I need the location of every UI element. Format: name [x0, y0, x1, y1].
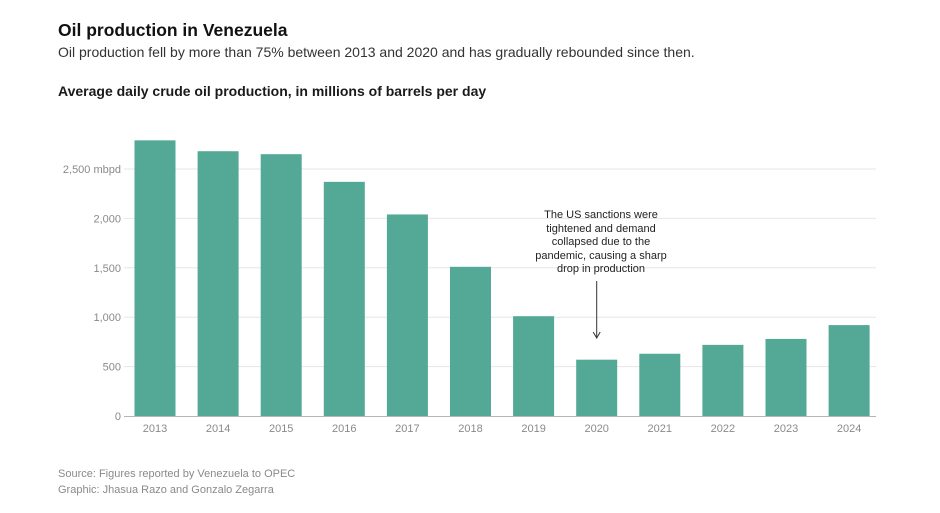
x-tick-label: 2020 [584, 423, 608, 435]
bar-2014 [197, 151, 239, 416]
graphic-credit: Graphic: Jhasua Razo and Gonzalo Zegarra [58, 484, 274, 496]
x-tick-label: 2024 [837, 423, 861, 435]
x-tick-label: 2014 [206, 423, 230, 435]
x-tick-label: 2023 [774, 423, 798, 435]
x-tick-label: 2013 [143, 423, 167, 435]
bar-2015 [260, 154, 302, 416]
bar-2019 [513, 316, 555, 416]
chart-subtitle: Oil production fell by more than 75% bet… [58, 44, 695, 60]
bar-2024 [828, 325, 870, 416]
chart-title: Average daily crude oil production, in m… [58, 83, 487, 99]
bar-2021 [639, 353, 681, 416]
chart-headline: Oil production in Venezuela [58, 20, 288, 40]
x-tick-label: 2019 [521, 423, 545, 435]
y-tick-label: 1,500 [93, 263, 121, 275]
x-tick-label: 2015 [269, 423, 293, 435]
bar-2016 [323, 181, 365, 416]
y-tick-label: 0 [115, 411, 121, 423]
bar-2017 [386, 214, 428, 416]
x-tick-label: 2021 [648, 423, 672, 435]
x-tick-label: 2017 [395, 423, 419, 435]
bar-2023 [765, 338, 807, 416]
source-note: Source: Figures reported by Venezuela to… [58, 468, 296, 480]
x-tick-label: 2022 [711, 423, 735, 435]
x-tick-label: 2016 [332, 423, 356, 435]
y-tick-label: 2,500 mbpd [63, 164, 121, 176]
y-tick-label: 1,000 [93, 312, 121, 324]
x-tick-label: 2018 [458, 423, 482, 435]
bar-2018 [450, 266, 491, 416]
sanctions-annotation: The US sanctions were tightened and dema… [535, 209, 667, 275]
bar-2013 [134, 140, 176, 416]
y-tick-label: 2,000 [93, 213, 121, 225]
bar-2022 [702, 344, 744, 416]
bar-2020 [576, 359, 618, 416]
y-tick-label: 500 [103, 362, 121, 374]
annotation-arrowhead [592, 331, 601, 339]
